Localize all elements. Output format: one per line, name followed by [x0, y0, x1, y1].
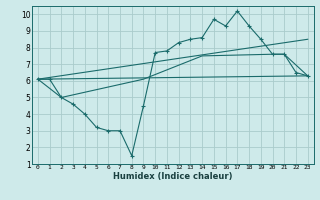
- X-axis label: Humidex (Indice chaleur): Humidex (Indice chaleur): [113, 172, 233, 181]
